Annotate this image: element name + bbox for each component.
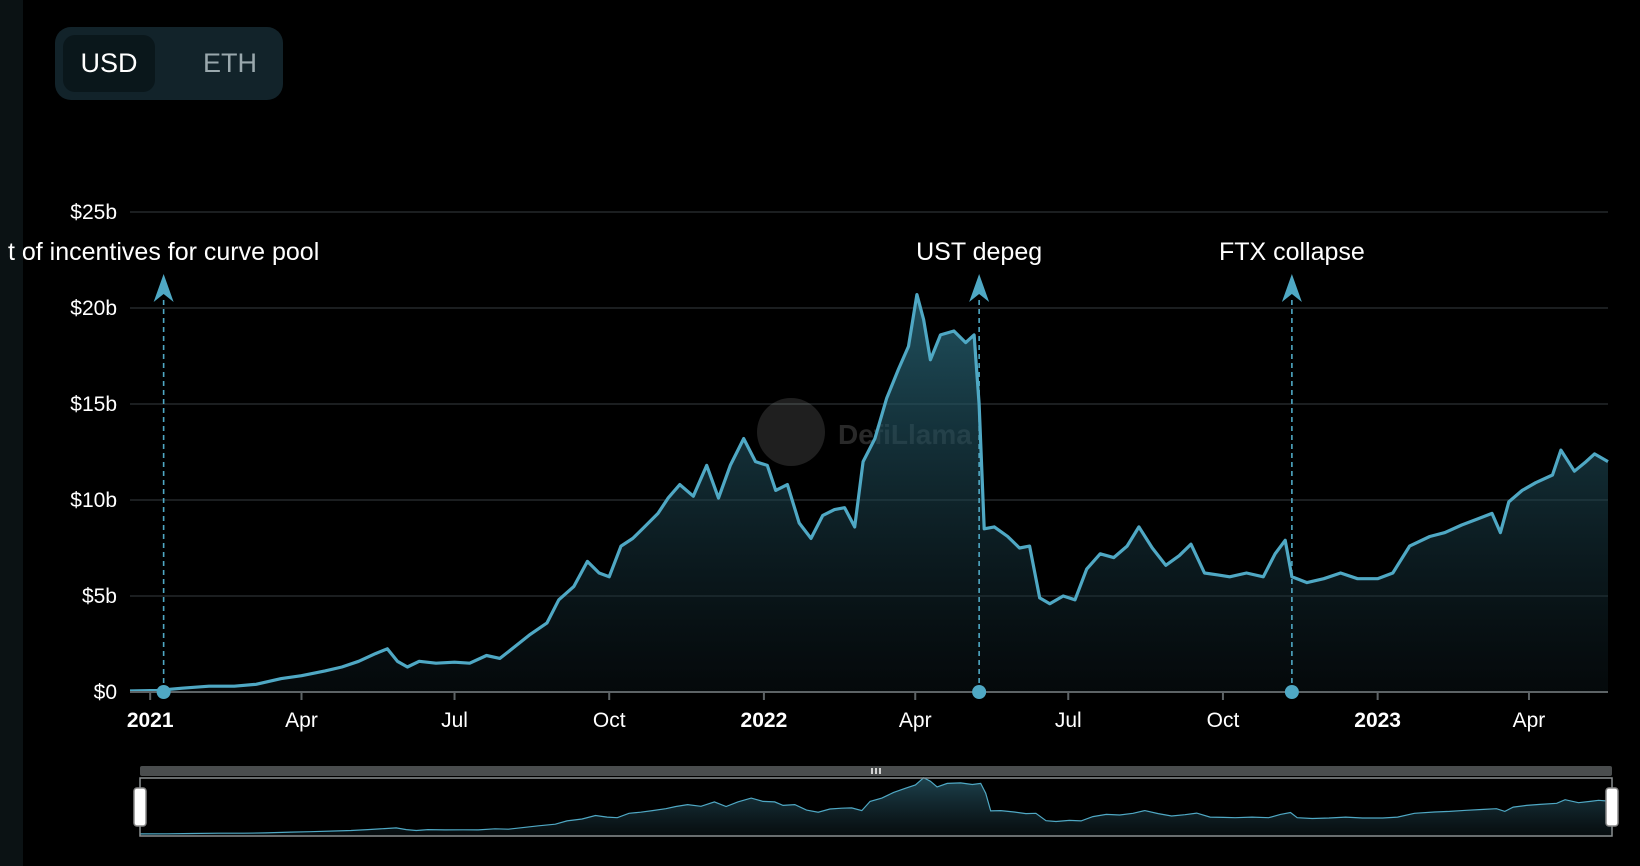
llama-logo-icon [757,398,825,466]
brush-right-handle[interactable] [1605,787,1619,827]
left-rail [0,0,23,866]
x-tick-label: Jul [1055,709,1082,732]
x-tick-label: 2022 [741,709,788,732]
annotation-arrow-icon [1281,274,1302,302]
x-tick-label: Jul [441,709,468,732]
x-tick-label: Apr [285,709,318,732]
annotation-arrow-icon [969,274,990,302]
x-axis [130,691,1608,700]
currency-toggle: USD ETH [55,27,283,100]
y-tick-label: $5b [82,585,117,608]
brush-left-handle[interactable] [133,787,147,827]
y-axis-labels: $0 $5b $10b $15b $20b $25b [70,201,117,704]
annotation-point [972,685,987,699]
y-tick-label: $15b [70,393,117,416]
x-tick-label: Oct [1207,709,1240,732]
x-tick-label: 2023 [1354,709,1401,732]
x-axis-labels: 2021 Apr Jul Oct 2022 Apr Jul Oct 2023 Apr [127,709,1545,732]
event-annotations: t of incentives for curve pool UST depeg F… [8,238,1365,699]
x-tick-label: Oct [593,709,626,732]
annotation-label: FTX collapse [1219,238,1365,266]
annotation-point [156,685,171,699]
series-area-fill [130,294,1608,692]
annotation-arrow-icon [153,274,174,302]
annotation-label: t of incentives for curve pool [8,238,319,266]
x-tick-label: 2021 [127,709,174,732]
series-line [129,293,1609,693]
annotation-point [1284,685,1299,699]
series-area [129,293,1609,693]
usd-toggle-button[interactable]: USD [63,35,155,92]
eth-toggle-button[interactable]: ETH [203,48,257,78]
y-tick-label: $20b [70,297,117,320]
x-tick-label: Apr [1513,709,1546,732]
y-tick-label: $25b [70,201,117,224]
x-tick-label: Apr [899,709,932,732]
y-tick-label: $10b [70,489,117,512]
zoom-brush[interactable] [133,766,1619,837]
annotation-label: UST depeg [916,238,1042,266]
y-tick-label: $0 [94,681,117,704]
minimap-area [140,777,1612,836]
